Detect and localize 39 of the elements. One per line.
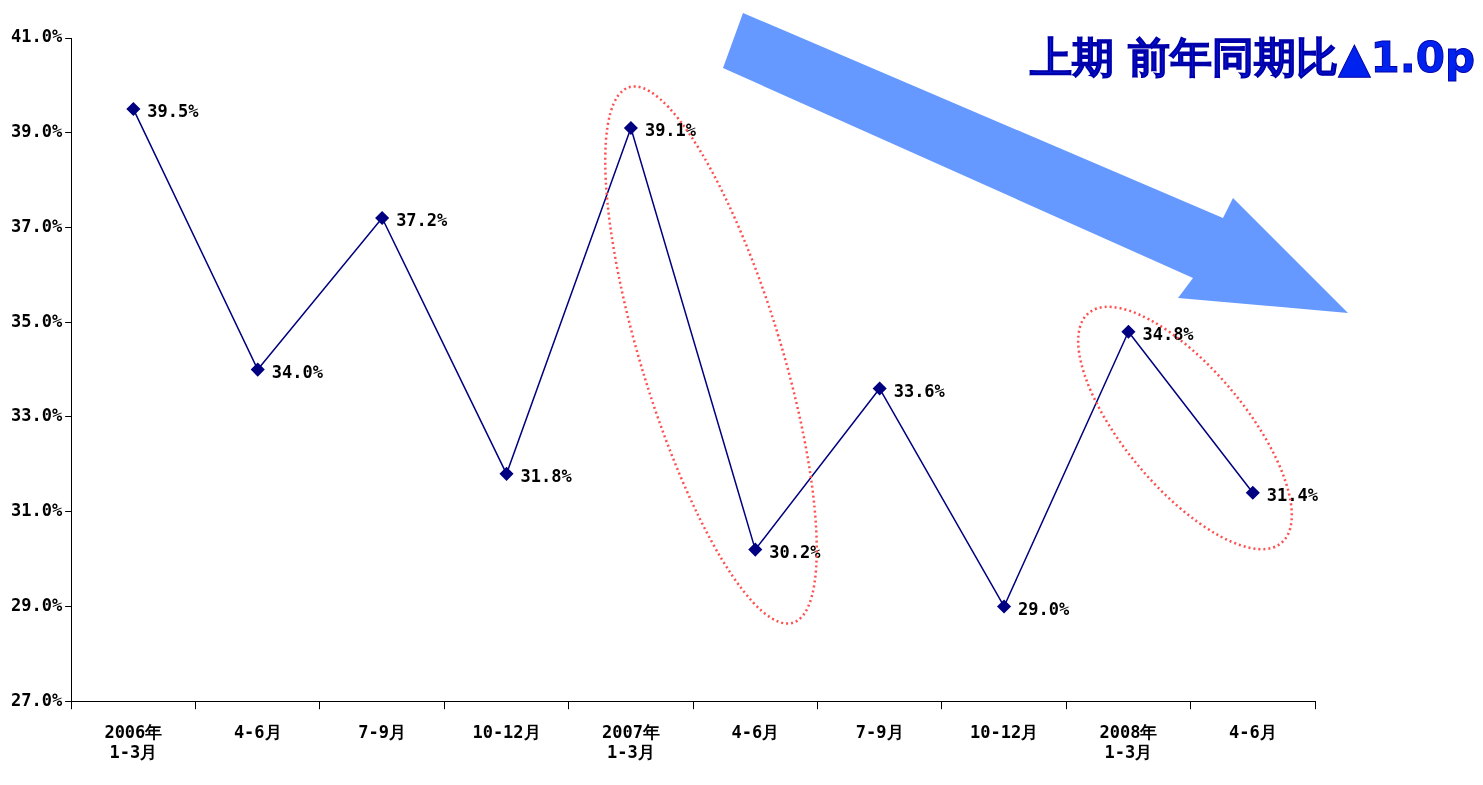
y-tick-label: 29.0% xyxy=(10,594,63,615)
data-label: 31.8% xyxy=(520,466,573,487)
data-label: 34.0% xyxy=(271,362,324,383)
data-label: 37.2% xyxy=(396,210,449,231)
data-label: 33.6% xyxy=(893,380,946,401)
data-label: 30.2% xyxy=(769,542,822,563)
x-tick-label: 10-12月 xyxy=(472,721,541,742)
data-label: 34.8% xyxy=(1142,324,1195,345)
data-label: 31.4% xyxy=(1266,485,1319,506)
x-tick-label: 2007年 1-3月 xyxy=(601,721,660,763)
x-tick-label: 4-6月 xyxy=(731,721,780,742)
y-tick-label: 27.0% xyxy=(10,689,63,710)
x-tick-label: 7-9月 xyxy=(855,721,904,742)
y-tick-label: 37.0% xyxy=(10,215,63,236)
point xyxy=(1246,486,1260,500)
point xyxy=(997,599,1011,614)
x-tick-label: 2008年 1-3月 xyxy=(1099,721,1158,763)
x-tick-label: 10-12月 xyxy=(969,721,1039,742)
x-tick-label: 2006年 1-3月 xyxy=(104,721,163,763)
point xyxy=(624,121,638,135)
point xyxy=(748,542,763,557)
point xyxy=(1121,324,1136,339)
point xyxy=(872,381,887,396)
x-tick-label: 4-6月 xyxy=(233,721,282,742)
data-label: 29.0% xyxy=(1018,598,1070,619)
x-tick-label: 7-9月 xyxy=(358,721,406,742)
point xyxy=(251,362,265,377)
y-tick-label: 41.0% xyxy=(10,26,63,47)
y-tick-label: 31.0% xyxy=(10,500,63,521)
y-tick-label: 39.0% xyxy=(10,121,63,142)
point xyxy=(499,467,514,481)
chart-title: 上期 前年同期比▲1.0p xyxy=(1029,32,1475,84)
data-label: 39.1% xyxy=(644,120,697,141)
data-label: 39.5% xyxy=(147,101,200,122)
y-tick-label: 33.0% xyxy=(10,405,63,426)
y-tick-label: 35.0% xyxy=(10,310,63,331)
point xyxy=(375,211,389,225)
x-tick-label: 4-6月 xyxy=(1228,721,1277,742)
point xyxy=(126,102,141,116)
